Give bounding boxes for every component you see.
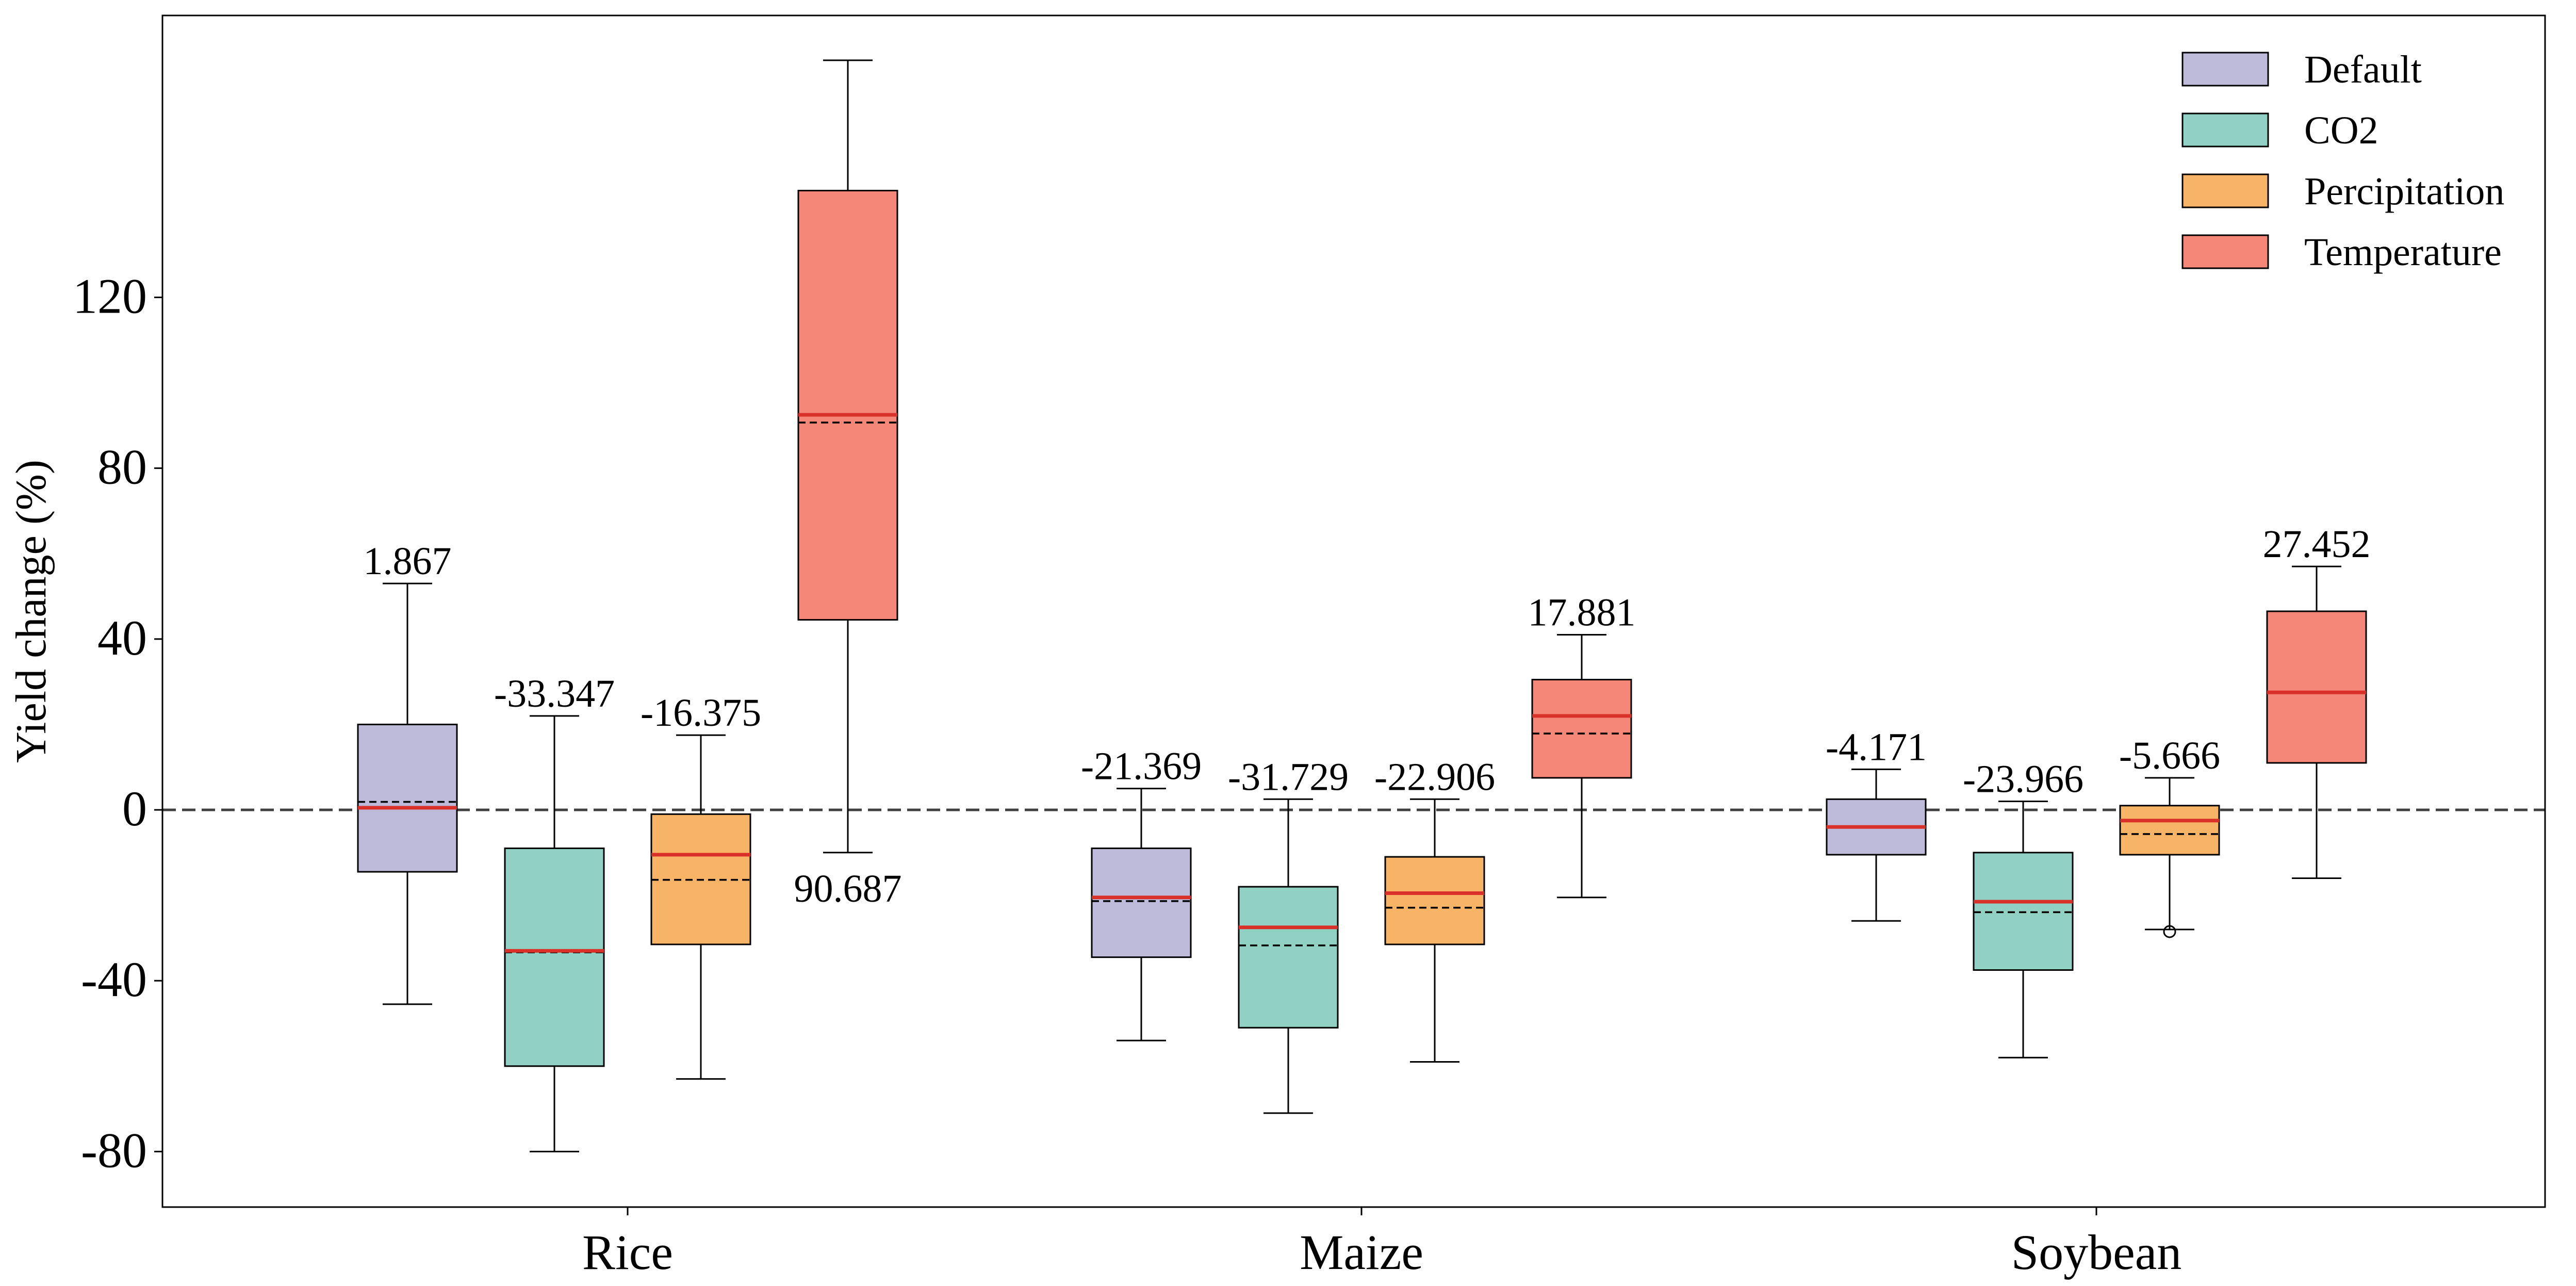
mean-label: -16.375: [641, 691, 761, 735]
mean-label: 90.687: [794, 867, 902, 910]
mean-label: -23.966: [1963, 757, 2083, 801]
mean-label: 17.881: [1528, 591, 1636, 634]
mean-label: 1.867: [364, 540, 452, 583]
x-tick-label: Rice: [582, 1225, 673, 1280]
box-rice-co2: [504, 715, 605, 1152]
legend-swatch: [2181, 234, 2269, 269]
box-iqr: [357, 723, 458, 873]
mean-label: -33.347: [494, 672, 615, 715]
box-iqr: [2119, 805, 2220, 856]
box-maize-temperature: [1531, 634, 1632, 899]
outlier-point: [2163, 925, 2176, 938]
mean-label: -22.906: [1374, 755, 1495, 799]
mean-label: 27.452: [2263, 523, 2371, 566]
y-tick-label: 120: [73, 268, 147, 323]
box-soybean-percipitation: [2119, 777, 2220, 938]
legend-label: Default: [2304, 48, 2422, 91]
box-maize-co2: [1238, 798, 1339, 1114]
mean-label: -5.666: [2119, 734, 2220, 777]
y-tick-label: 80: [97, 439, 147, 495]
box-iqr: [1238, 886, 1339, 1029]
plot-frame: [161, 14, 2546, 1208]
mean-label: -31.729: [1228, 755, 1349, 799]
box-soybean-temperature: [2266, 565, 2367, 879]
box-iqr: [504, 848, 605, 1067]
y-tick-label: -40: [81, 952, 147, 1007]
y-axis-label: Yield change (%): [7, 460, 55, 763]
y-tick-label: 40: [97, 610, 147, 665]
legend-label: CO2: [2304, 109, 2378, 152]
box-iqr: [1384, 856, 1485, 946]
x-tick-label: Soybean: [2011, 1225, 2182, 1280]
legend-entry-co2: CO2: [2181, 109, 2378, 152]
y-tick-label: -80: [81, 1122, 147, 1178]
box-iqr: [1531, 678, 1632, 779]
legend-label: Percipitation: [2304, 170, 2504, 213]
legend-entry-default: Default: [2181, 48, 2422, 91]
legend-label: Temperature: [2304, 231, 2502, 274]
box-soybean-co2: [1973, 800, 2074, 1059]
mean-label: -21.369: [1081, 745, 1202, 788]
legend-swatch: [2181, 52, 2269, 87]
box-maize-percipitation: [1384, 798, 1485, 1063]
box-rice-temperature: [797, 59, 898, 854]
box-iqr: [2266, 610, 2367, 764]
legend-swatch: [2181, 173, 2269, 208]
box-maize-default: [1091, 788, 1192, 1041]
mean-label: -4.171: [1826, 725, 1927, 769]
box-rice-percipitation: [650, 734, 751, 1080]
box-iqr: [1973, 852, 2074, 971]
box-soybean-default: [1826, 768, 1927, 922]
box-iqr: [797, 189, 898, 621]
x-tick-label: Maize: [1300, 1225, 1423, 1280]
legend-entry-temperature: Temperature: [2181, 231, 2502, 274]
box-iqr: [1091, 848, 1192, 958]
legend-swatch: [2181, 112, 2269, 148]
legend-entry-percipitation: Percipitation: [2181, 170, 2504, 213]
box-rice-default: [357, 582, 458, 1005]
y-tick-label: 0: [122, 781, 147, 836]
